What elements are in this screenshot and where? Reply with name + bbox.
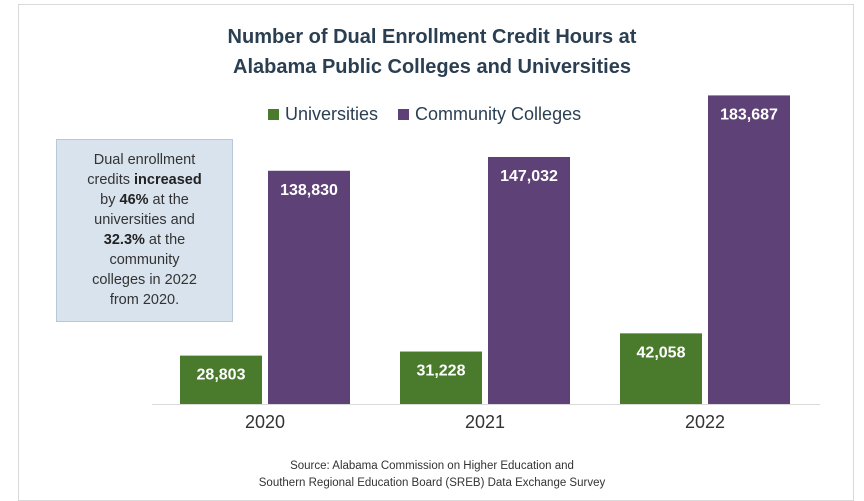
data-label-community-colleges-2020: 138,830 [280,182,338,199]
annotation-line: from 2020. [57,290,232,310]
bar-community-colleges-2022 [708,95,790,405]
annotation-line: by 46% at the [57,190,232,210]
data-label-community-colleges-2021: 147,032 [500,168,558,185]
annotation-line: colleges in 2022 [57,270,232,290]
x-tick-label-2020: 2020 [245,412,285,432]
annotation-text: from 2020. [109,292,180,308]
legend-item-community-colleges: Community Colleges [398,104,581,125]
legend: Universities Community Colleges [268,103,581,125]
annotation-line: 32.3% at the [57,230,232,250]
annotation-emphasis: 32.3% [103,232,145,248]
annotation-emphasis: increased [134,172,202,188]
annotation-text: at the [148,192,189,208]
legend-label-community-colleges: Community Colleges [415,103,582,124]
annotation-text: community [109,252,180,268]
bar-universities-2020 [180,355,262,404]
chart-title-line-2: Alabama Public Colleges and Universities [233,56,631,78]
bar-universities-2022 [620,333,702,404]
source-line-1: Source: Alabama Commission on Higher Edu… [290,460,574,472]
source-note: Source: Alabama Commission on Higher Edu… [0,458,864,492]
legend-swatch-community-colleges [398,108,410,120]
annotation-text: Dual enrollment [93,152,196,168]
x-tick-label-2022: 2022 [685,412,725,432]
annotation-text: by [100,192,120,208]
chart-title-line-1: Number of Dual Enrollment Credit Hours a… [227,26,637,48]
annotation-line: community [57,250,232,270]
annotation-line: Dual enrollment [57,150,232,170]
annotation-line: credits increased [57,170,232,190]
chart-title: Number of Dual Enrollment Credit Hours a… [0,22,864,82]
annotation-text: at the [144,232,186,248]
data-label-universities-2021: 31,228 [417,363,466,380]
bar-universities-2021 [400,351,482,404]
data-label-community-colleges-2022: 183,687 [720,106,778,123]
annotation-emphasis: 46% [119,192,149,208]
x-tick-label-2021: 2021 [465,412,505,432]
legend-item-universities: Universities [268,104,378,125]
annotation-text: credits [87,172,135,188]
legend-swatch-universities [268,108,279,120]
legend-label-universities: Universities [285,103,379,124]
annotation-line: universities and [57,210,232,230]
source-line-2: Southern Regional Education Board (SREB)… [258,477,606,489]
annotation-text: universities and [94,212,195,228]
data-label-universities-2020: 28,803 [197,367,246,384]
bar-community-colleges-2021 [488,156,570,404]
data-label-universities-2022: 42,058 [637,344,686,361]
annotation-callout: Dual enrollment credits increased by 46% a… [56,139,233,322]
annotation-text: colleges in 2022 [92,272,197,288]
bar-community-colleges-2020 [268,170,350,404]
